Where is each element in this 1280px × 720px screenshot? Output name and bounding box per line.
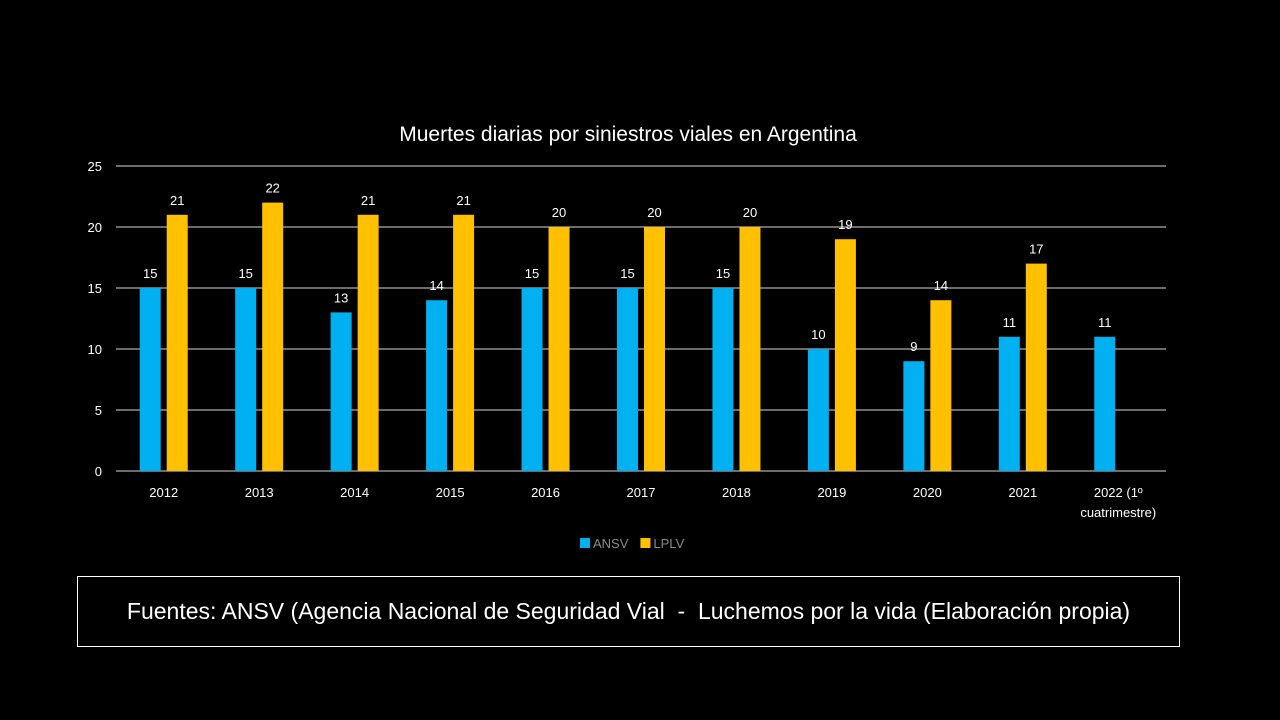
data-label: 21 [456, 193, 470, 208]
y-tick-label: 0 [95, 464, 102, 479]
data-label: 22 [265, 181, 279, 196]
legend: ANSV LPLV [580, 536, 685, 551]
data-label: 15 [620, 266, 634, 281]
x-category-label: 2014 [340, 485, 369, 500]
legend-swatch-ansv [580, 538, 590, 548]
bars [139, 202, 1116, 472]
bar-lplv [1025, 263, 1047, 471]
x-category-label: 2018 [722, 485, 751, 500]
x-category-label: 2022 (1º cuatrimestre) [1080, 485, 1156, 520]
data-label: 15 [143, 266, 157, 281]
data-label: 15 [238, 266, 252, 281]
bar-lplv [357, 214, 379, 472]
bar-ansv [1094, 336, 1116, 471]
data-label: 11 [1003, 315, 1017, 330]
data-label: 14 [429, 278, 443, 293]
bar-chart: Muertes diarias por siniestros viales en… [88, 123, 1166, 551]
bar-lplv [166, 214, 188, 472]
legend-label-ansv: ANSV [593, 536, 629, 551]
bar-ansv [139, 288, 161, 471]
source-box: Fuentes: ANSV (Agencia Nacional de Segur… [77, 576, 1180, 647]
bar-lplv [644, 227, 665, 471]
data-label: 13 [334, 290, 348, 305]
legend-label-lplv: LPLV [653, 536, 684, 551]
data-label: 11 [1098, 315, 1112, 330]
data-label: 10 [811, 327, 825, 342]
bar-ansv [712, 288, 734, 471]
y-axis-ticks: 0 5 10 15 20 25 [88, 159, 102, 479]
data-label: 20 [743, 205, 757, 220]
bar-ansv [330, 312, 352, 471]
x-category-label: 2013 [245, 485, 274, 500]
data-label: 17 [1029, 242, 1043, 257]
y-tick-label: 25 [88, 159, 102, 174]
data-label: 9 [910, 339, 917, 354]
x-category-label: 2017 [627, 485, 656, 500]
bar-lplv [834, 239, 856, 471]
y-tick-label: 5 [95, 403, 102, 418]
data-label: 15 [525, 266, 539, 281]
gridlines [116, 165, 1166, 472]
x-category-label: 2020 [913, 485, 942, 500]
data-label: 14 [934, 278, 948, 293]
x-axis-categories: 2012 2013 2014 2015 2016 2017 2018 2019 2020 2021… [149, 485, 1156, 520]
data-labels: 15 21 15 22 13 21 14 21 15 20 15 20 15 20 10 19 9 14 11 17 1… [143, 181, 1112, 355]
bar-lplv [930, 300, 952, 471]
bar-lplv [262, 202, 284, 471]
data-label: 21 [361, 193, 375, 208]
data-label: 21 [170, 193, 184, 208]
bar-ansv [617, 288, 638, 471]
x-category-label: 2015 [436, 485, 465, 500]
x-category-label: 2019 [817, 485, 846, 500]
bar-ansv [903, 361, 925, 471]
y-tick-label: 15 [88, 281, 102, 296]
bar-ansv [807, 349, 829, 471]
data-label: 20 [552, 205, 566, 220]
chart-title: Muertes diarias por siniestros viales en… [399, 123, 857, 146]
data-label: 20 [647, 205, 661, 220]
y-tick-label: 10 [88, 342, 102, 357]
source-text: Fuentes: ANSV (Agencia Nacional de Segur… [126, 598, 1131, 624]
x-category-label: 2016 [531, 485, 560, 500]
data-label: 15 [716, 266, 730, 281]
bar-ansv [521, 288, 543, 471]
y-tick-label: 20 [88, 220, 102, 235]
bar-lplv [739, 227, 761, 471]
bar-lplv [548, 227, 570, 471]
legend-swatch-lplv [640, 538, 651, 548]
bar-ansv [998, 336, 1020, 471]
bar-ansv [426, 300, 448, 471]
x-category-label: 2012 [149, 485, 178, 500]
x-category-label: 2021 [1008, 485, 1037, 500]
bar-ansv [235, 288, 257, 471]
data-label: 19 [838, 217, 852, 232]
bar-lplv [453, 214, 475, 472]
